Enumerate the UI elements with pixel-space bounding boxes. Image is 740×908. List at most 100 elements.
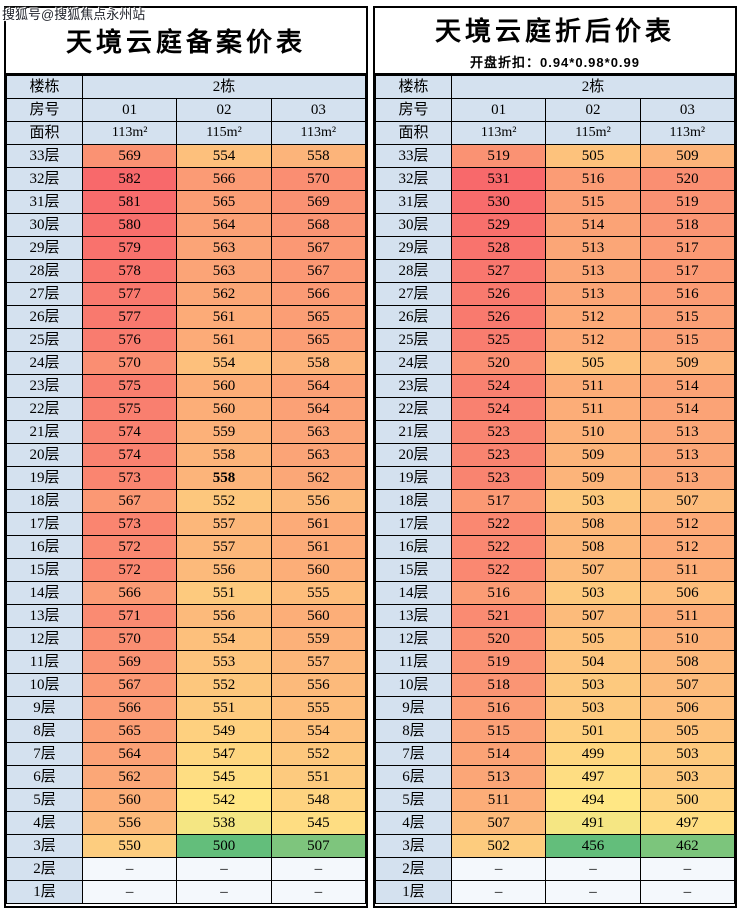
price-cell: 512	[639, 535, 736, 559]
price-cell: 552	[176, 673, 272, 697]
price-cell: 566	[270, 282, 367, 306]
price-cell: 560	[176, 374, 272, 398]
table-row: 28层 578 563 567	[6, 259, 367, 283]
price-cell: 557	[270, 650, 367, 674]
price-cell: 513	[639, 466, 736, 490]
price-cell: 557	[176, 512, 272, 536]
price-cell: 510	[639, 627, 736, 651]
price-cell: 553	[176, 650, 272, 674]
floor-label: 29层	[375, 236, 452, 260]
discount-price-table: 天境云庭折后价表 开盘折扣：0.94*0.98*0.99 楼栋 2栋 房号 01…	[373, 6, 737, 908]
floor-label: 9层	[6, 696, 83, 720]
floor-label: 13层	[6, 604, 83, 628]
table-row: 31层 530 515 519	[375, 190, 736, 214]
price-cell: 582	[81, 167, 178, 191]
price-cell: 551	[176, 581, 272, 605]
area-label: 面积	[6, 121, 83, 145]
price-cell: 519	[450, 650, 547, 674]
table-row: 13层 521 507 511	[375, 604, 736, 628]
floor-label: 25层	[375, 328, 452, 352]
price-cell: 560	[81, 788, 178, 812]
price-cell: 573	[81, 466, 178, 490]
table-row: 5层 560 542 548	[6, 788, 367, 812]
floor-label: 19层	[6, 466, 83, 490]
price-cell: 516	[450, 581, 547, 605]
price-cell: 515	[639, 328, 736, 352]
price-cell: 538	[176, 811, 272, 835]
room-row: 房号 01 02 03	[375, 98, 736, 122]
floor-label: 22层	[375, 397, 452, 421]
floor-label: 1层	[6, 880, 83, 904]
table-row: 30层 580 564 568	[6, 213, 367, 237]
price-cell: 570	[270, 167, 367, 191]
table-row: 32层 582 566 570	[6, 167, 367, 191]
price-cell: 515	[545, 190, 641, 214]
price-cell: 579	[81, 236, 178, 260]
price-cell: 555	[270, 696, 367, 720]
building-row: 楼栋 2栋	[6, 75, 366, 99]
table-row: 33层 569 554 558	[6, 144, 367, 168]
area-row: 面积 113m² 115m² 113m²	[375, 121, 736, 145]
price-table: 楼栋 2栋 房号 01 02 03 面积 113m² 115m² 113m² 3…	[6, 75, 367, 904]
price-cell: –	[639, 857, 736, 881]
price-cell: 569	[81, 650, 178, 674]
price-cell: 507	[545, 604, 641, 628]
price-cell: 550	[81, 834, 178, 858]
price-cell: 520	[639, 167, 736, 191]
price-cell: 526	[450, 305, 547, 329]
price-cell: 565	[176, 190, 272, 214]
price-cell: 561	[176, 328, 272, 352]
watermark: 搜狐号@搜狐焦点永州站	[2, 7, 146, 22]
floor-label: 29层	[6, 236, 83, 260]
price-cell: 511	[545, 374, 641, 398]
price-cell: 556	[176, 558, 272, 582]
table-row: 2层 – – –	[6, 857, 367, 881]
table-row: 27层 526 513 516	[375, 282, 736, 306]
price-cell: 558	[270, 144, 367, 168]
price-cell: 518	[450, 673, 547, 697]
price-cell: –	[176, 857, 272, 881]
price-cell: 508	[639, 650, 736, 674]
floor-label: 7层	[375, 742, 452, 766]
price-cell: 514	[545, 213, 641, 237]
price-cell: 505	[545, 144, 641, 168]
table-row: 29层 528 513 517	[375, 236, 736, 260]
price-cell: 508	[545, 535, 641, 559]
price-cell: 513	[639, 443, 736, 467]
discount-price-title-box: 天境云庭折后价表 开盘折扣：0.94*0.98*0.99	[375, 8, 735, 75]
table-row: 29层 579 563 567	[6, 236, 367, 260]
table-row: 3层 550 500 507	[6, 834, 367, 858]
price-cell: 503	[545, 489, 641, 513]
price-cell: 513	[639, 420, 736, 444]
floor-label: 8层	[375, 719, 452, 743]
building-label: 楼栋	[6, 75, 83, 99]
table-row: 16层 522 508 512	[375, 535, 736, 559]
floor-label: 21层	[375, 420, 452, 444]
table-row: 17层 573 557 561	[6, 512, 367, 536]
floor-label: 16层	[6, 535, 83, 559]
price-cell: 562	[81, 765, 178, 789]
floor-label: 27层	[6, 282, 83, 306]
price-cell: 561	[270, 512, 367, 536]
table-row: 7层 564 547 552	[6, 742, 367, 766]
price-cell: 456	[545, 834, 641, 858]
floor-label: 19层	[375, 466, 452, 490]
price-cell: 505	[545, 351, 641, 375]
price-cell: 577	[81, 305, 178, 329]
room-row: 房号 01 02 03	[6, 98, 367, 122]
price-cell: 512	[545, 328, 641, 352]
table-row: 3层 502 456 462	[375, 834, 736, 858]
room-number: 02	[545, 98, 641, 122]
table-row: 16层 572 557 561	[6, 535, 367, 559]
price-cell: 581	[81, 190, 178, 214]
price-cell: 525	[450, 328, 547, 352]
floor-label: 3层	[6, 834, 83, 858]
table-row: 26层 577 561 565	[6, 305, 367, 329]
area-value: 115m²	[545, 121, 641, 145]
floor-label: 33层	[6, 144, 83, 168]
table-row: 28层 527 513 517	[375, 259, 736, 283]
price-cell: 551	[176, 696, 272, 720]
table-row: 23层 524 511 514	[375, 374, 736, 398]
price-cell: 542	[176, 788, 272, 812]
table-row: 15层 522 507 511	[375, 558, 736, 582]
